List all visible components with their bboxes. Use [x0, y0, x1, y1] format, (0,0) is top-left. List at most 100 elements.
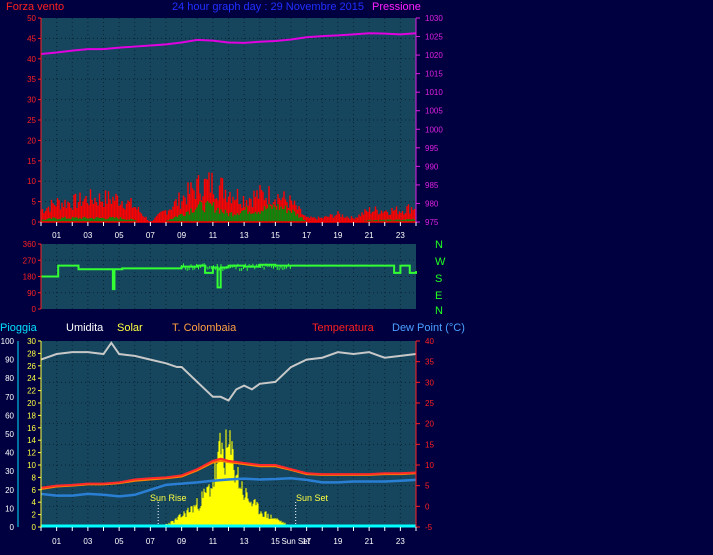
solar-label: Solar — [117, 322, 143, 334]
humidity-tick-label: 40 — [5, 449, 14, 458]
pressure-tick-label: 1000 — [425, 125, 443, 134]
temperature-tick-label: 20 — [425, 420, 434, 429]
direction-line — [41, 263, 417, 291]
x-tick-label-top: 15 — [271, 231, 280, 240]
pressure-line — [40, 32, 417, 55]
humidity-tick-label: 80 — [5, 374, 14, 383]
dir-label-n-bottom: N — [435, 305, 443, 317]
wind-tick-label: 50 — [27, 14, 36, 23]
solar-tick-label: 0 — [32, 523, 37, 532]
wind-tick-label: 10 — [27, 177, 36, 186]
direction-tick-label: 360 — [23, 240, 37, 249]
humidity-tick-label: 90 — [5, 356, 14, 365]
forza-vento-label: Forza vento — [6, 1, 64, 13]
chart-marks — [40, 32, 417, 528]
x-tick-label-bottom: 19 — [333, 537, 342, 546]
temperature-tick-label: 25 — [425, 399, 434, 408]
x-tick-label-bottom: 13 — [240, 537, 249, 546]
solar-tick-label: 26 — [27, 362, 36, 371]
temperature-line — [40, 457, 417, 489]
solar-tick-label: 24 — [27, 374, 36, 383]
colombaia-label: T. Colombaia — [172, 322, 237, 334]
humidity-line — [40, 341, 417, 402]
pioggia-label: Pioggia — [0, 322, 38, 334]
humidity-tick-label: 70 — [5, 393, 14, 402]
wind-tick-label: 5 — [32, 198, 37, 207]
x-tick-label-top: 21 — [365, 231, 374, 240]
direction-tick-label: 270 — [23, 256, 37, 265]
x-tick-label-top: 17 — [302, 231, 311, 240]
direction-tick-label: 180 — [23, 273, 37, 282]
x-tick-label-top: 11 — [209, 231, 218, 240]
temperature-tick-label: -5 — [425, 523, 433, 532]
pressure-tick-label: 975 — [425, 218, 439, 227]
x-tick-label-top: 13 — [240, 231, 249, 240]
direction-tick-label: 0 — [32, 305, 37, 314]
chart-title: 24 hour graph day : 29 Novembre 2015 — [172, 1, 364, 13]
pressure-tick-label: 990 — [425, 162, 439, 171]
x-tick-label-top: 23 — [396, 231, 405, 240]
humidity-tick-label: 50 — [5, 430, 14, 439]
x-tick-label-top: 09 — [177, 231, 186, 240]
sunrise-annotation: Sun Rise — [150, 493, 187, 503]
wind-tick-label: 45 — [27, 34, 36, 43]
grid-dots — [41, 18, 416, 527]
dewpoint-label: Dew Point (°C) — [392, 322, 465, 334]
temperature-tick-label: 40 — [425, 337, 434, 346]
dewpoint-line — [40, 476, 417, 498]
humidity-tick-label: 0 — [10, 523, 15, 532]
temperature-tick-label: 15 — [425, 440, 434, 449]
pressure-tick-label: 980 — [425, 199, 439, 208]
wind-tick-label: 20 — [27, 136, 36, 145]
dir-label-e: E — [435, 290, 442, 302]
solar-tick-label: 30 — [27, 337, 36, 346]
temperature-tick-label: 35 — [425, 358, 434, 367]
wind-tick-label: 35 — [27, 75, 36, 84]
pressure-tick-label: 1010 — [425, 88, 443, 97]
solar-tick-label: 6 — [32, 486, 37, 495]
pressure-tick-label: 1025 — [425, 33, 443, 42]
solar-tick-label: 16 — [27, 424, 36, 433]
humidity-tick-label: 60 — [5, 411, 14, 420]
solar-tick-label: 14 — [27, 436, 36, 445]
solar-tick-label: 8 — [32, 473, 37, 482]
pressure-tick-label: 1020 — [425, 51, 443, 60]
x-tick-label-bottom: 09 — [177, 537, 186, 546]
humidity-tick-label: 30 — [5, 467, 14, 476]
x-tick-label-bottom: 23 — [396, 537, 405, 546]
wind-tick-label: 40 — [27, 55, 36, 64]
wind-tick-label: 25 — [27, 116, 36, 125]
sunset-tick-label: Sun Set — [281, 537, 310, 546]
solar-tick-label: 12 — [27, 449, 36, 458]
solar-tick-label: 22 — [27, 387, 36, 396]
pressure-tick-label: 985 — [425, 181, 439, 190]
solar-tick-label: 4 — [32, 498, 37, 507]
solar-tick-label: 2 — [32, 511, 37, 520]
x-tick-label-bottom: 17 — [302, 537, 311, 546]
x-tick-label-bottom: 03 — [83, 537, 92, 546]
pressure-tick-label: 1015 — [425, 70, 443, 79]
x-tick-label-bottom: 11 — [209, 537, 218, 546]
solar-tick-label: 18 — [27, 411, 36, 420]
temperatura-label: Temperatura — [312, 322, 375, 334]
solar-tick-label: 28 — [27, 349, 36, 358]
humidity-tick-label: 20 — [5, 486, 14, 495]
x-tick-label-bottom: 21 — [365, 537, 374, 546]
humidity-tick-label: 10 — [5, 504, 14, 513]
wind-tick-label: 15 — [27, 157, 36, 166]
dir-label-w: W — [435, 256, 446, 268]
direction-tick-label: 90 — [27, 289, 36, 298]
wind-tick-label: 30 — [27, 96, 36, 105]
x-tick-label-top: 19 — [333, 231, 342, 240]
temperature-tick-label: 5 — [425, 482, 430, 491]
temperature-tick-label: 10 — [425, 461, 434, 470]
pressure-tick-label: 1005 — [425, 107, 443, 116]
x-tick-label-bottom: 05 — [115, 537, 124, 546]
solar-tick-label: 10 — [27, 461, 36, 470]
x-tick-label-bottom: 07 — [146, 537, 155, 546]
x-tick-label-top: 05 — [115, 231, 124, 240]
x-tick-label-top: 03 — [83, 231, 92, 240]
pressure-tick-label: 995 — [425, 144, 439, 153]
pressure-tick-label: 1030 — [425, 14, 443, 23]
x-tick-label-bottom: 01 — [52, 537, 61, 546]
